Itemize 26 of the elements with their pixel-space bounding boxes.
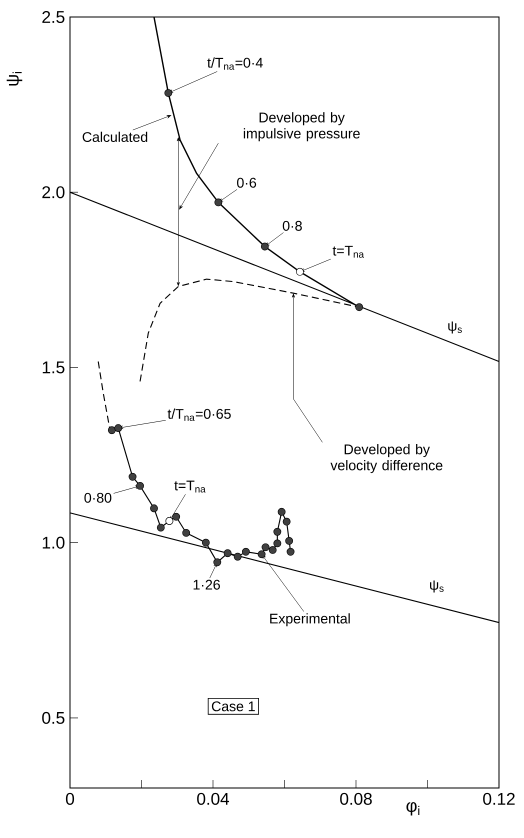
y-tick-label: 1.0 [42,536,64,549]
annotation: ψ$_{s}$ [448,321,462,334]
annotation: Developed by velocity difference [330,444,442,474]
x-tick-label: 0.04 [197,792,230,805]
annotation: Experimental [270,613,350,626]
x-tick-label: 0.08 [340,792,372,805]
y-axis-title: ψ$_{i}$ [6,72,22,86]
y-tick-label: 0.5 [42,712,64,724]
y-tick-label: 2.5 [42,10,64,24]
annotation: t/T$_{na}$=0·65 [168,408,231,421]
annotation: Calculated [82,132,148,142]
annotation: 0·80 [84,492,112,503]
annotation: 1·26 [194,580,220,590]
annotation: t=T$_{na}$ [174,480,206,493]
x-tick-label: 0.12 [483,792,515,805]
annotation: t/T$_{na}$=0·4 [207,57,263,70]
annotation: t=T$_{na}$ [332,246,364,258]
annotation: 0·8 [282,220,302,231]
annotation: Case 1 [212,701,255,712]
annotation: Developed by impulsive pressure [244,112,360,142]
x-axis-title: φ$_{i}$ [406,802,420,816]
x-tick-label: 0 [66,792,74,805]
y-tick-label: 1.5 [42,362,64,374]
y-tick-label: 2.0 [42,186,64,198]
annotation: 0·6 [237,178,256,188]
annotation: ψ$_{s}$ [430,580,444,593]
